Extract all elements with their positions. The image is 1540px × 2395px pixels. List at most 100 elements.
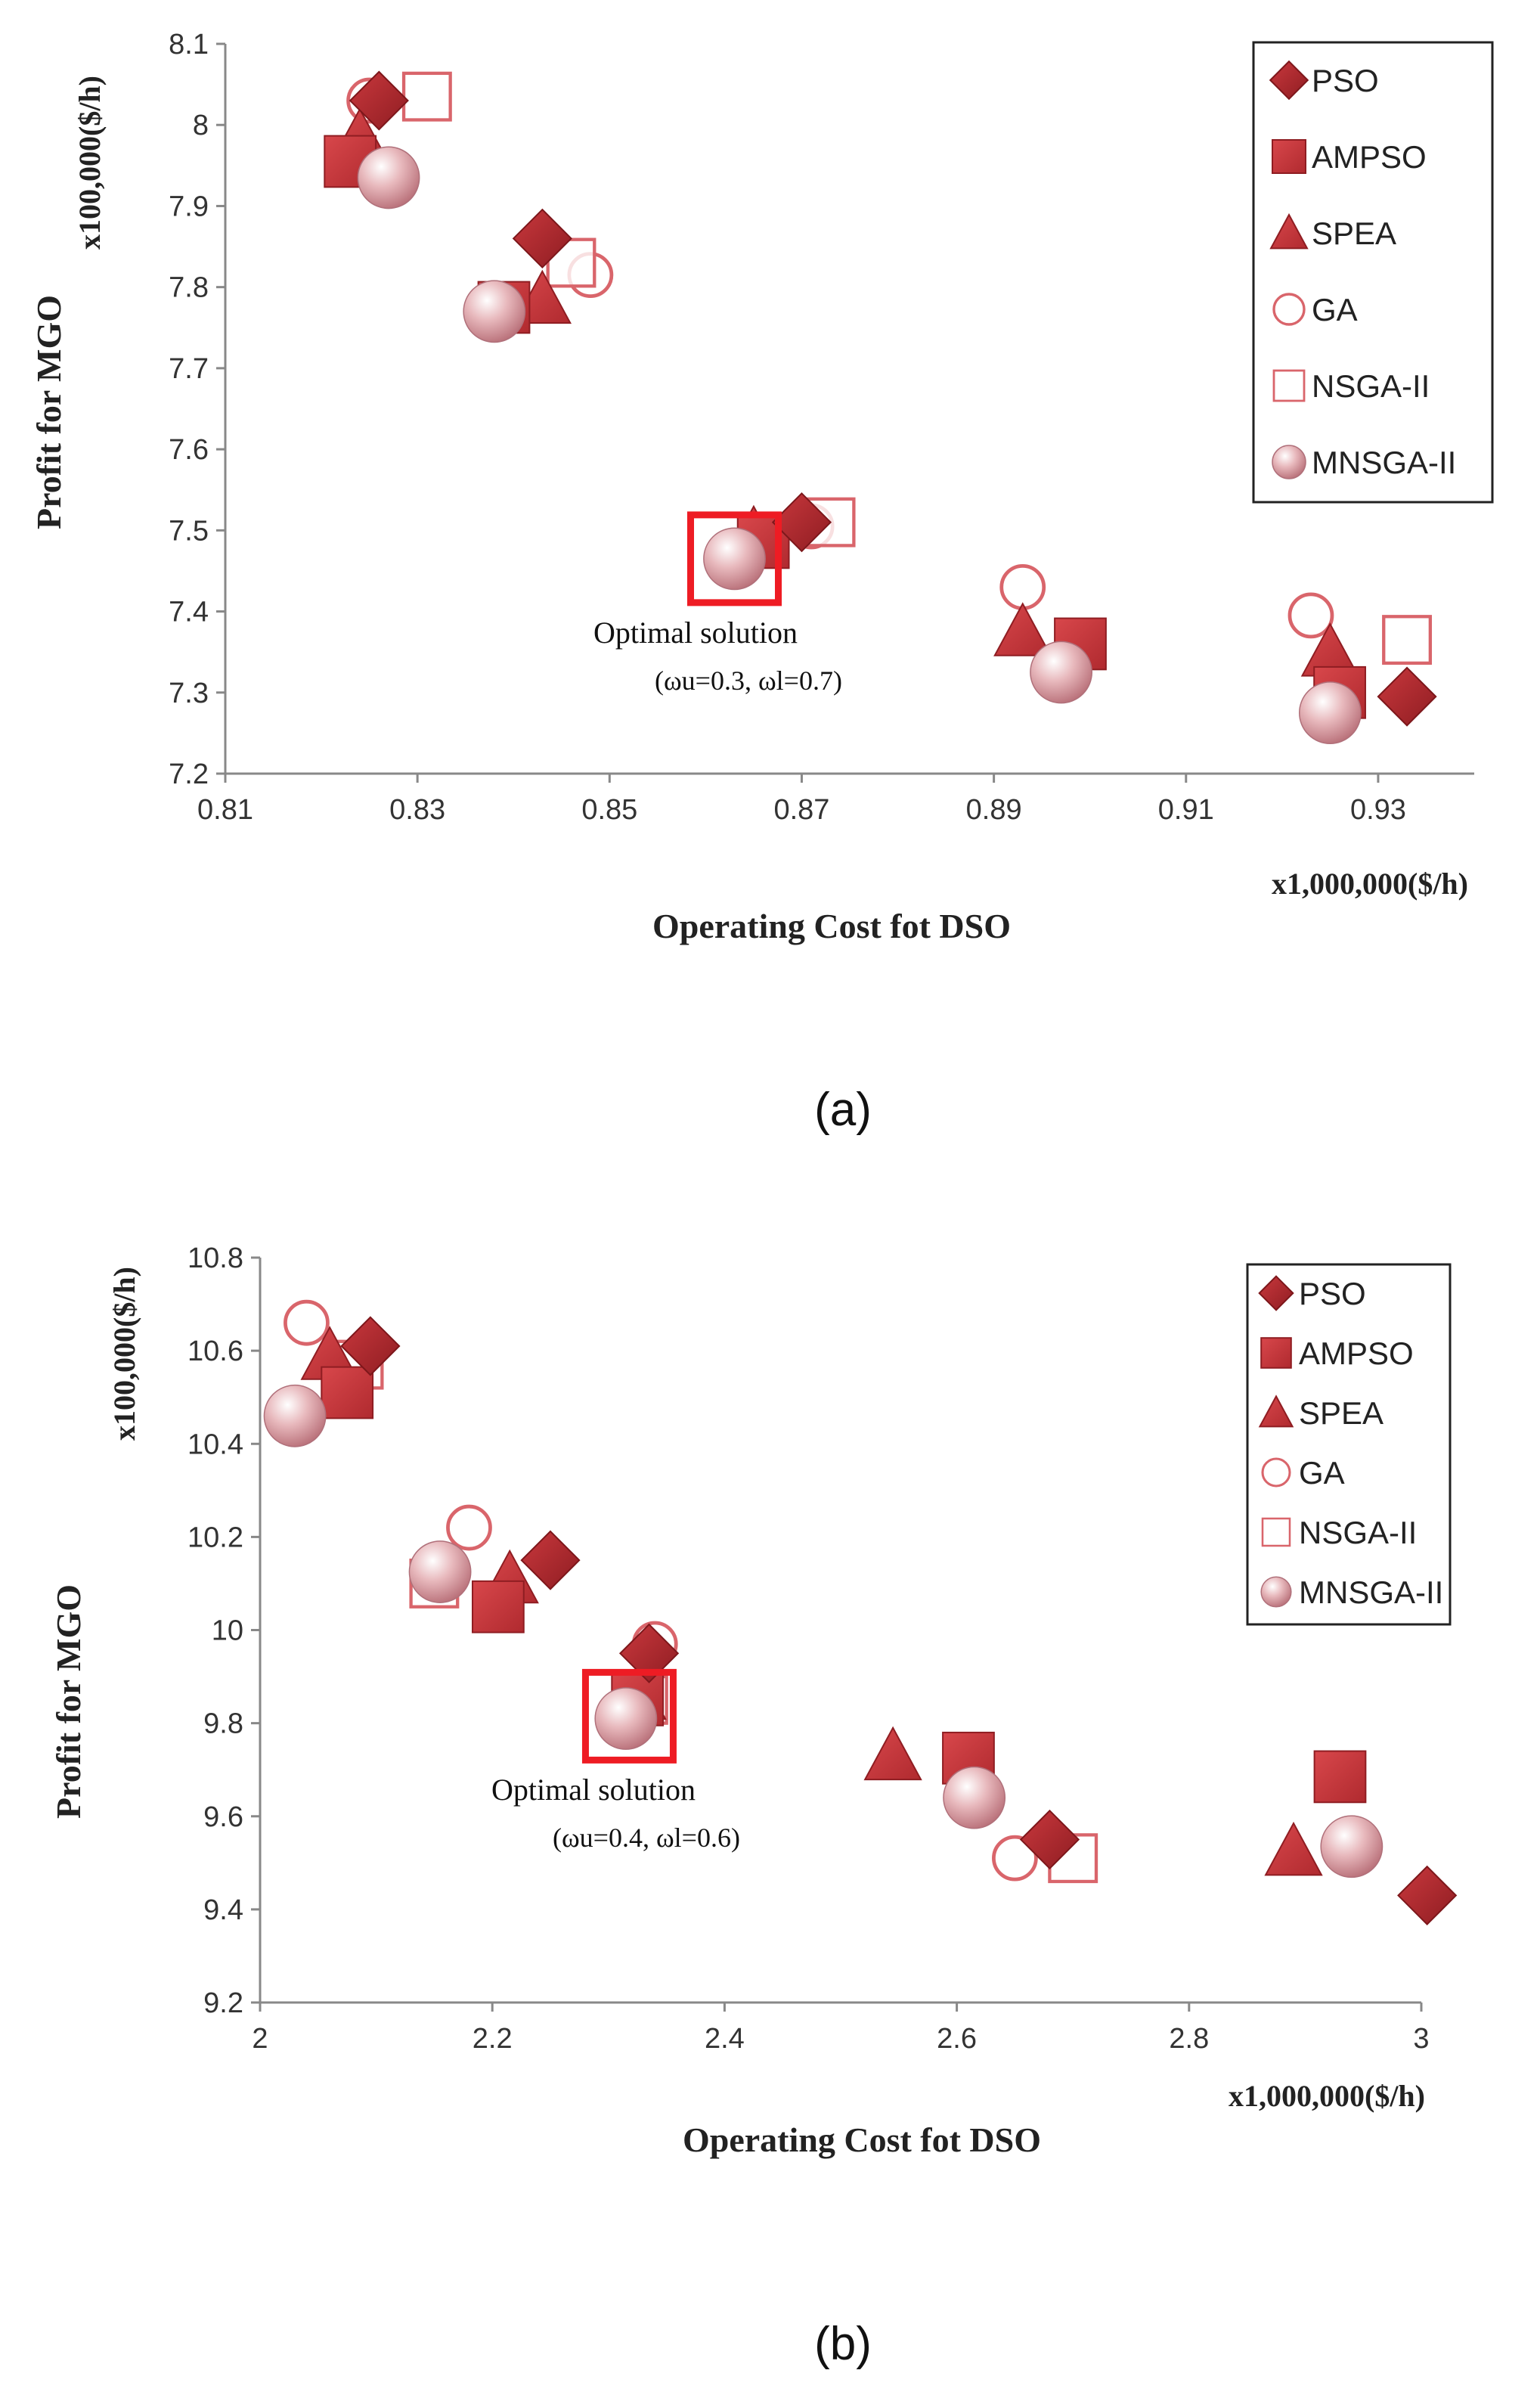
chart-panel-b: 2 2.2 2.4 2.6 2.8 3 9.2 9.4 9.6 9.8 10 10.2 10.4 10.… [49, 1242, 1458, 2370]
legend-label: NSGA-II [1312, 368, 1430, 404]
series-ampso [321, 1366, 1367, 1804]
annotation-weights: (ωu=0.3, ωl=0.7) [655, 665, 842, 696]
legend-marker-mnsga-ii [1272, 445, 1306, 479]
y-tick-label: 8 [193, 110, 209, 141]
legend-marker-nsga-ii [1272, 369, 1306, 402]
chart-panel-a: 0.81 0.83 0.85 0.87 0.89 0.91 0.93 7.27.37.47.… [29, 29, 1494, 1136]
x-tick-label: 2.8 [1169, 2023, 1209, 2055]
data-point-mnsga-ii [463, 280, 526, 343]
data-point-pso [771, 492, 832, 553]
y-tick-label: 9.2 [203, 1987, 243, 2019]
legend-label: MNSGA-II [1299, 1574, 1443, 1610]
x-axis-title: Operating Cost fot DSO [652, 907, 1011, 945]
y-tick-label: 7.2 [169, 759, 209, 790]
legend-box [1252, 41, 1494, 504]
legend-marker-ampso [1260, 1337, 1292, 1369]
legend-item-ga: GA [1261, 1455, 1345, 1491]
data-point-ga [284, 1299, 330, 1346]
y-tick-label: 7.4 [169, 597, 209, 628]
x-tick-label: 0.93 [1350, 794, 1406, 826]
panel-label-a: (a) [814, 1084, 872, 1136]
y-axis: 9.2 9.4 9.6 9.8 10 10.2 10.4 10.6 10.8 [187, 1242, 262, 2019]
legend-marker-ga [1272, 293, 1306, 326]
y-tick-label: 9.4 [203, 1894, 243, 1926]
series-mnsga-ii [263, 1384, 1384, 1878]
data-point-pso [349, 70, 409, 131]
data-point-nsga-ii [1382, 615, 1433, 665]
legend-marker-spea [1258, 1394, 1294, 1428]
legend-label: AMPSO [1299, 1336, 1414, 1371]
x-axis: 2 2.2 2.4 2.6 2.8 3 [252, 2001, 1430, 2055]
annotation-optimal-solution: Optimal solution [491, 1773, 696, 1807]
data-point-mnsga-ii [263, 1384, 327, 1447]
series-mnsga-ii [357, 146, 1362, 744]
y-axis-title: Profit for MGO [49, 1584, 88, 1819]
legend-item-spea: SPEA [1269, 213, 1396, 251]
data-point-spea [993, 602, 1052, 656]
x-axis-unit: x1,000,000($/h) [1272, 867, 1468, 901]
y-tick-label: 7.3 [169, 678, 209, 709]
legend-item-ampso: AMPSO [1260, 1336, 1414, 1371]
legend-label: NSGA-II [1299, 1515, 1417, 1550]
legend-item-pso: PSO [1258, 1275, 1366, 1311]
legend-label: PSO [1299, 1276, 1366, 1311]
x-tick-label: 2.2 [473, 2023, 513, 2055]
data-point-ampso [321, 1366, 374, 1419]
legend-marker-ga [1261, 1457, 1291, 1488]
legend-marker-ampso [1272, 139, 1306, 174]
legend-label: PSO [1312, 63, 1379, 98]
data-point-ga [1287, 592, 1334, 639]
annotation-optimal-solution: Optimal solution [593, 616, 798, 650]
data-point-pso [520, 1530, 581, 1590]
x-tick-label: 0.83 [389, 794, 445, 826]
legend-marker-pso [1269, 60, 1309, 101]
x-axis-unit: x1,000,000($/h) [1229, 2079, 1425, 2113]
x-tick-label: 2 [252, 2023, 268, 2055]
legend-item-mnsga-ii: MNSGA-II [1260, 1574, 1443, 1610]
data-point-pso [618, 1623, 680, 1683]
series-pso [340, 1316, 1458, 1926]
y-tick-label: 7.6 [169, 434, 209, 466]
series-spea [330, 107, 1360, 677]
data-point-pso [1019, 1809, 1080, 1870]
y-axis-unit: x100,000($/h) [73, 76, 107, 250]
legend-item-ga: GA [1272, 292, 1358, 327]
data-point-spea [863, 1726, 922, 1781]
y-tick-label: 7.5 [169, 515, 209, 547]
legend-label: SPEA [1312, 216, 1396, 251]
x-tick-label: 0.91 [1158, 794, 1214, 826]
data-point-mnsga-ii [594, 1687, 658, 1750]
series-nsga-ii [401, 71, 1433, 665]
y-tick-label: 10.8 [187, 1242, 243, 1274]
y-tick-label: 7.8 [169, 272, 209, 304]
data-point-pso [340, 1316, 401, 1376]
legend-item-nsga-ii: NSGA-II [1272, 368, 1430, 404]
y-tick-label: 7.7 [169, 353, 209, 385]
y-tick-label: 8.1 [169, 29, 209, 60]
data-point-mnsga-ii [943, 1766, 1006, 1829]
data-point-mnsga-ii [1030, 641, 1092, 704]
x-tick-label: 0.87 [773, 794, 829, 826]
legend-item-pso: PSO [1269, 60, 1379, 101]
legend-marker-spea [1269, 213, 1309, 250]
legend-label: SPEA [1299, 1395, 1384, 1431]
y-tick-label: 9.6 [203, 1801, 243, 1833]
legend-label: GA [1299, 1455, 1345, 1491]
legend-label: AMPSO [1312, 139, 1427, 175]
legend: PSO AMPSO SPEA GA NSGA-II MNSGA-II [1246, 1263, 1452, 1626]
legend-item-ampso: AMPSO [1272, 139, 1427, 175]
x-axis: 0.81 0.83 0.85 0.87 0.89 0.91 0.93 [197, 772, 1474, 826]
legend-marker-mnsga-ii [1260, 1576, 1292, 1608]
data-point-mnsga-ii [1320, 1815, 1384, 1878]
x-tick-label: 0.85 [581, 794, 637, 826]
y-tick-label: 10.4 [187, 1429, 243, 1460]
data-point-mnsga-ii [357, 146, 420, 209]
y-axis: 7.2 7.3 7.4 7.5 7.6 7.7 7.8 7.9 8 8.1 [169, 29, 227, 790]
data-point-spea [1264, 1821, 1323, 1876]
data-point-nsga-ii [401, 71, 452, 122]
legend-item-spea: SPEA [1258, 1394, 1384, 1431]
data-point-ampso [472, 1580, 525, 1633]
series-pso [349, 70, 1437, 727]
data-point-mnsga-ii [1298, 681, 1362, 744]
